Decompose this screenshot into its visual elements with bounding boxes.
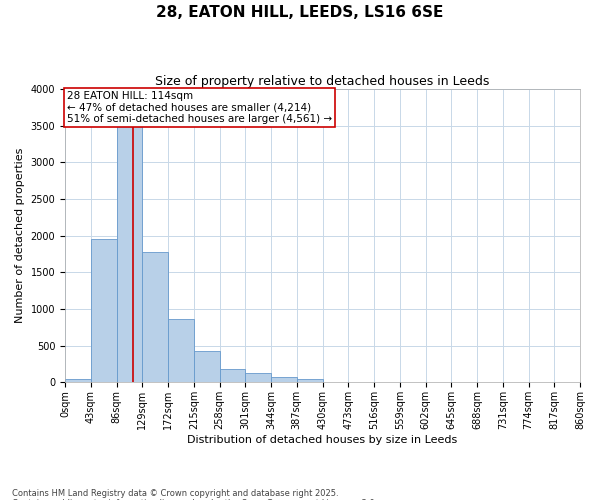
Title: Size of property relative to detached houses in Leeds: Size of property relative to detached ho…: [155, 75, 490, 88]
Bar: [297, 379, 323, 382]
Bar: [91, 240, 116, 382]
Bar: [220, 369, 245, 382]
Bar: [245, 373, 271, 382]
Bar: [168, 320, 194, 382]
Text: 28, EATON HILL, LEEDS, LS16 6SE: 28, EATON HILL, LEEDS, LS16 6SE: [157, 5, 443, 20]
Bar: [142, 252, 168, 382]
Text: Contains public sector information licensed under the Open Government Licence v3: Contains public sector information licen…: [12, 498, 377, 500]
Bar: [194, 351, 220, 382]
Bar: [271, 376, 297, 382]
Y-axis label: Number of detached properties: Number of detached properties: [15, 148, 25, 324]
Bar: [116, 122, 142, 382]
Text: 28 EATON HILL: 114sqm
← 47% of detached houses are smaller (4,214)
51% of semi-d: 28 EATON HILL: 114sqm ← 47% of detached …: [67, 90, 332, 124]
Text: Contains HM Land Registry data © Crown copyright and database right 2025.: Contains HM Land Registry data © Crown c…: [12, 488, 338, 498]
X-axis label: Distribution of detached houses by size in Leeds: Distribution of detached houses by size …: [187, 435, 458, 445]
Bar: [65, 379, 91, 382]
